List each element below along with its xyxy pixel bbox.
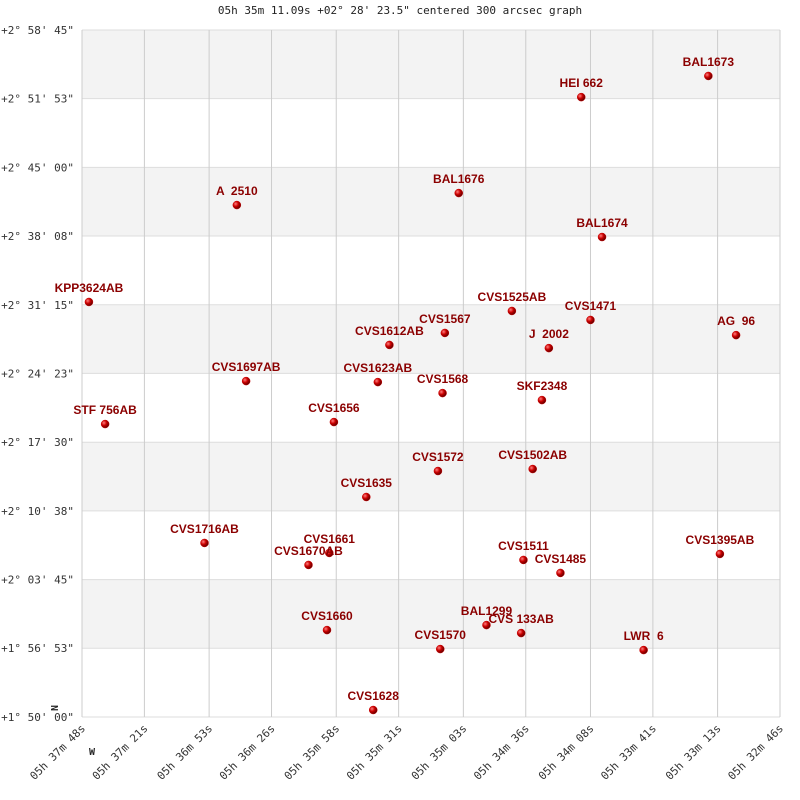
star-label: CVS1572 [412,450,464,464]
y-tick-label: +2° 24' 23" [1,367,74,380]
star-point [329,417,339,427]
star-point [373,377,383,387]
star-point [544,343,554,353]
y-tick-label: +1° 56' 53" [1,642,74,655]
y-tick-label: +2° 51' 53" [1,93,74,106]
star-point [433,466,443,476]
star-point [368,705,378,715]
star-point [516,628,526,638]
grid-band [82,442,780,511]
grid-band [82,167,780,237]
star-label: CVS1623AB [343,361,412,375]
star-label: CVS1485 [535,552,587,566]
star-point [519,555,528,565]
star-label: BAL1673 [683,55,735,69]
star-label: CVS1567 [419,312,471,326]
x-tick-label: 05h 34m 08s [536,722,597,783]
x-tick-label: 05h 36m 26s [217,722,278,783]
star-label: CVS1628 [348,689,400,703]
star-point [731,330,741,340]
star-point [576,92,586,102]
x-tick-label: 05h 35m 31s [344,722,405,783]
x-tick-label: 05h 36m 53s [155,722,216,783]
star-label: CVS1612AB [355,324,424,338]
star-label: BAL1299 [461,604,513,618]
star-label: CVS1661 [304,532,356,546]
star-point [232,200,242,210]
star-point [537,395,547,405]
y-tick-label: +2° 38' 08" [1,230,74,243]
star-point [304,560,313,570]
north-label: N [50,705,61,711]
star-label: CVS1511 [498,539,549,553]
star-label: CVS1660 [301,609,353,623]
star-label: KPP3624AB [55,281,124,295]
star-point [84,297,94,307]
star-point [322,625,332,635]
star-point [435,644,445,654]
star-point [597,232,607,242]
star-point [715,549,725,559]
x-tick-label: 05h 33m 41s [598,722,659,783]
star-label: CVS1570 [415,628,467,642]
chart-title: 05h 35m 11.09s +02° 28' 23.5" centered 3… [218,4,582,17]
star-label: CVS1716AB [170,522,239,536]
star-label: LWR 6 [624,629,664,643]
y-tick-label: +2° 58' 45" [1,24,74,37]
star-label: J 2002 [529,327,569,341]
star-label: BAL1676 [433,172,485,186]
x-tick-label: 05h 37m 48s [27,722,88,783]
star-label: CVS1635 [341,476,393,490]
x-tick-label: 05h 32m 46s [725,722,786,783]
star-point [362,492,371,502]
star-point [200,538,209,548]
star-point [482,620,491,630]
star-point [507,306,517,316]
star-label: CVS1568 [417,372,469,386]
star-label: CVS1670AB [274,544,343,558]
y-tick-label: +2° 45' 00" [1,161,74,174]
y-tick-label: +2° 03' 45" [1,574,74,587]
star-label: CVS1395AB [686,533,755,547]
grid-band [82,579,780,649]
star-point [528,464,537,474]
star-label: AG 96 [717,314,755,328]
star-label: CVS1502AB [498,448,567,462]
star-point [556,568,565,578]
grid-band [82,304,780,374]
star-label: CVS1697AB [212,360,281,374]
y-tick-label: +2° 17' 30" [1,436,74,449]
y-tick-label: +2° 10' 38" [1,505,74,518]
star-point [639,645,648,655]
x-tick-label: 05h 34m 36s [471,722,532,783]
x-tick-label: 05h 37m 21s [90,722,151,783]
x-tick-label: 05h 35m 58s [282,722,343,783]
x-tick-label: 05h 33m 13s [663,722,724,783]
star-point [704,71,713,81]
star-point [440,328,450,338]
star-label: CVS 133AB [488,612,554,626]
y-tick-label: +1° 50' 00" [1,711,74,724]
star-label: A 2510 [216,184,258,198]
star-label: CVS1656 [308,401,360,415]
star-point [454,188,463,198]
star-label: CVS1525AB [478,290,547,304]
grid-band [82,30,780,99]
star-label: BAL1674 [576,216,628,230]
star-label: STF 756AB [73,403,137,417]
west-label: W [89,747,96,758]
star-point [385,340,394,350]
star-point [438,388,447,398]
star-point [586,315,595,325]
star-point [241,376,251,386]
x-tick-label: 05h 35m 03s [409,722,470,783]
star-point [325,548,334,558]
y-tick-label: +2° 31' 15" [1,299,74,312]
star-label: SKF2348 [517,379,568,393]
star-point [100,419,110,429]
star-label: CVS1471 [565,299,617,313]
star-label: HEI 662 [560,76,604,90]
